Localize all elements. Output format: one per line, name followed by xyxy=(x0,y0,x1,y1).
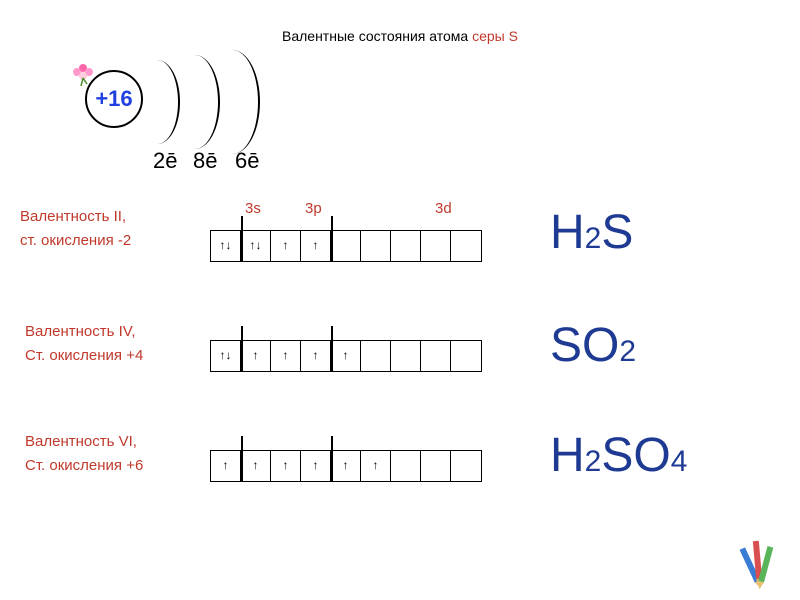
sep-3a xyxy=(241,436,243,481)
f3p4: O xyxy=(633,429,670,482)
state-3-line1: Валентность VI, xyxy=(25,430,143,454)
title-highlight: серы S xyxy=(472,28,518,44)
state-3-line2: Ст. окисления +6 xyxy=(25,454,143,478)
sep-2b xyxy=(331,326,333,371)
state-2-line1: Валентность IV, xyxy=(25,320,143,344)
s2-c6 xyxy=(391,341,421,371)
shell-label-1: 2ē xyxy=(153,148,177,174)
s1-c5 xyxy=(361,231,391,261)
s3-c7 xyxy=(421,451,451,481)
sep-1a xyxy=(241,216,243,261)
state-1-label: Валентность II, ст. окисления -2 xyxy=(20,205,131,253)
f3p2: S xyxy=(601,429,633,482)
f3p0: H xyxy=(550,429,585,482)
title-prefix: Валентные состояния атома xyxy=(282,28,472,44)
f2p2: O xyxy=(582,319,619,372)
s1-c8 xyxy=(451,231,481,261)
s1-c7 xyxy=(421,231,451,261)
s1-c4 xyxy=(331,231,361,261)
atom-diagram: +16 2ē 8ē 6ē xyxy=(85,60,305,170)
formula-1: H2S xyxy=(550,205,633,260)
shell-3 xyxy=(205,50,260,154)
f2p3: 2 xyxy=(619,335,636,368)
pencils-icon xyxy=(722,536,792,596)
f1p1: 2 xyxy=(585,222,602,255)
s2-c3: ↑ xyxy=(301,341,331,371)
s3-c1: ↑ xyxy=(241,451,271,481)
s3-c8 xyxy=(451,451,481,481)
state-2-label: Валентность IV, Ст. окисления +4 xyxy=(25,320,143,368)
shell-label-2: 8ē xyxy=(193,148,217,174)
state-3-diagram: ↑ ↑ ↑ ↑ ↑ ↑ xyxy=(210,450,482,482)
s3-c6 xyxy=(391,451,421,481)
f1p2: S xyxy=(601,206,633,259)
s1-c3: ↑ xyxy=(301,231,331,261)
sep-3b xyxy=(331,436,333,481)
s3-c5: ↑ xyxy=(361,451,391,481)
state-1-line1: Валентность II, xyxy=(20,205,131,229)
s2-c8 xyxy=(451,341,481,371)
state-2-diagram: ↑↓ ↑ ↑ ↑ ↑ xyxy=(210,340,482,372)
sep-2a xyxy=(241,326,243,371)
page-title: Валентные состояния атома серы S xyxy=(0,28,800,44)
s1-c1: ↑↓ xyxy=(241,231,271,261)
orb-label-3d: 3d xyxy=(435,200,452,217)
state-1-line2: ст. окисления -2 xyxy=(20,229,131,253)
s2-c0: ↑↓ xyxy=(211,341,241,371)
s3-c2: ↑ xyxy=(271,451,301,481)
formula-3: H2SO4 xyxy=(550,428,687,483)
s3-c4: ↑ xyxy=(331,451,361,481)
s1-c6 xyxy=(391,231,421,261)
s1-c2: ↑ xyxy=(271,231,301,261)
orb-label-3p: 3p xyxy=(305,200,322,217)
s2-c5 xyxy=(361,341,391,371)
f2p0: S xyxy=(550,319,582,372)
orb-label-3s: 3s xyxy=(245,200,261,217)
s2-c2: ↑ xyxy=(271,341,301,371)
f1p0: H xyxy=(550,206,585,259)
state-2-line2: Ст. окисления +4 xyxy=(25,344,143,368)
state-3-label: Валентность VI, Ст. окисления +6 xyxy=(25,430,143,478)
s2-c7 xyxy=(421,341,451,371)
s2-c1: ↑ xyxy=(241,341,271,371)
f3p1: 2 xyxy=(585,445,602,478)
shell-label-3: 6ē xyxy=(235,148,259,174)
s3-c0: ↑ xyxy=(211,451,241,481)
s3-c3: ↑ xyxy=(301,451,331,481)
formula-2: SO2 xyxy=(550,318,636,373)
sep-1b xyxy=(331,216,333,261)
state-1-diagram: ↑↓ ↑↓ ↑ ↑ xyxy=(210,230,482,262)
s1-c0: ↑↓ xyxy=(211,231,241,261)
s2-c4: ↑ xyxy=(331,341,361,371)
f3p5: 4 xyxy=(671,445,688,478)
